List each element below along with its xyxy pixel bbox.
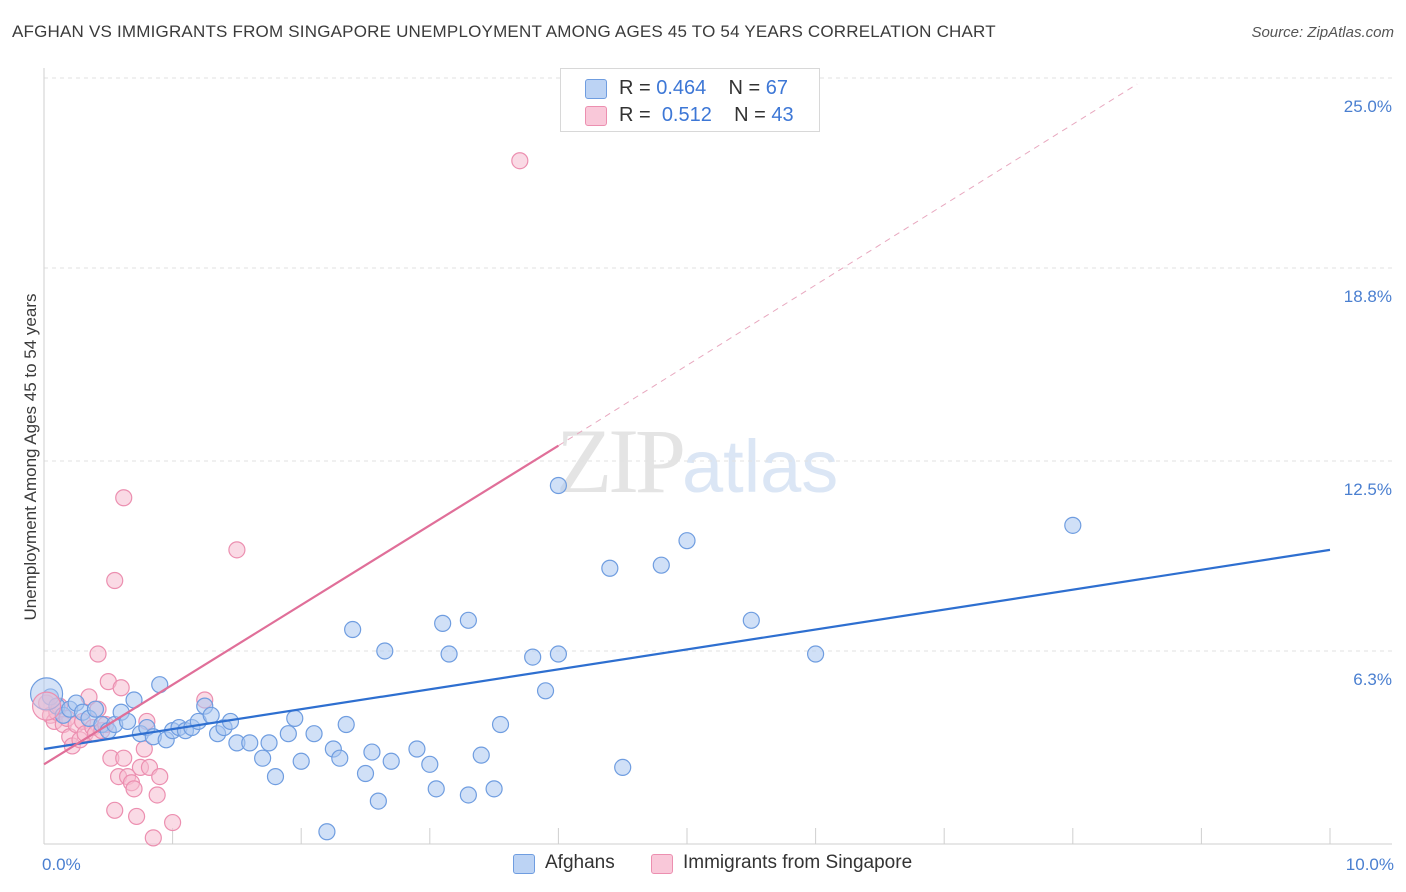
y-tick-label: 12.5%: [1344, 480, 1392, 499]
point-afghans: [434, 614, 452, 632]
point-singapore: [89, 645, 107, 663]
legend-swatch-singapore: [651, 854, 673, 874]
point-afghans: [376, 642, 394, 660]
point-afghans: [344, 620, 362, 639]
point-afghans: [459, 611, 477, 629]
point-singapore: [127, 807, 146, 826]
point-afghans: [202, 706, 220, 724]
point-afghans: [427, 780, 445, 798]
point-singapore: [511, 152, 529, 170]
point-afghans: [86, 700, 105, 718]
x-tick-label: 0.0%: [42, 855, 81, 874]
point-afghans: [536, 682, 555, 700]
point-singapore: [112, 679, 130, 697]
point-afghans: [1064, 516, 1082, 534]
points-layer: [29, 152, 1331, 847]
point-afghans: [241, 734, 259, 752]
point-afghans: [742, 611, 760, 629]
point-afghans: [305, 725, 323, 743]
trend-line-singapore: [43, 444, 559, 766]
legend-swatch-afghans: [585, 79, 607, 99]
point-afghans: [266, 767, 285, 786]
point-singapore: [125, 780, 143, 798]
point-afghans: [806, 645, 825, 663]
legend-r-label: R =: [619, 77, 651, 99]
point-singapore: [106, 571, 124, 590]
axis-layer: [43, 68, 1392, 845]
tick-label-layer: 6.3% 12.5% 18.8% 25.0% 0.0% 10.0%: [42, 97, 1394, 874]
point-afghans: [652, 556, 670, 574]
point-afghans: [421, 755, 439, 773]
y-tick-label: 6.3%: [1353, 670, 1392, 689]
point-afghans: [331, 749, 349, 767]
point-singapore: [148, 786, 166, 804]
legend-r-value: 0.512: [661, 104, 712, 126]
trend-line-afghans: [43, 548, 1331, 751]
point-singapore: [164, 813, 182, 832]
point-afghans: [292, 752, 310, 770]
legend-r-label: R =: [619, 104, 651, 126]
point-afghans: [485, 780, 503, 798]
trend-line-singapore-extension: [558, 83, 1138, 447]
point-afghans: [363, 743, 381, 761]
point-singapore-cluster: [31, 691, 62, 721]
point-afghans: [382, 752, 400, 770]
trend-layer: [558, 83, 1138, 447]
point-afghans: [337, 715, 355, 734]
legend-n-value: 67: [765, 77, 789, 99]
point-singapore: [115, 749, 133, 767]
x-tick-label: 10.0%: [1346, 855, 1394, 874]
legend-label-afghans: Afghans: [545, 852, 615, 873]
point-afghans: [549, 645, 568, 663]
legend-r-value: 0.464: [656, 77, 707, 99]
point-afghans: [254, 749, 272, 767]
point-singapore: [151, 767, 169, 786]
point-afghans: [369, 792, 387, 810]
legend-swatch-singapore: [585, 106, 607, 126]
legend-n-label: N =: [734, 104, 766, 126]
point-afghans: [286, 709, 304, 727]
point-afghans: [318, 823, 336, 841]
legend-label-singapore: Immigrants from Singapore: [683, 852, 913, 873]
point-afghans: [472, 746, 490, 764]
point-afghans: [614, 758, 632, 777]
stats-legend: R = 0.464 N = 67 R = 0.512 N = 43: [560, 68, 820, 132]
y-tick-label: 18.8%: [1344, 287, 1392, 306]
series-legend: Afghans Immigrants from Singapore: [0, 850, 1406, 880]
point-afghans: [440, 645, 458, 663]
legend-n-label: N =: [728, 77, 761, 99]
point-afghans: [408, 740, 426, 758]
point-singapore: [115, 489, 133, 507]
point-afghans: [356, 764, 375, 783]
point-afghans: [678, 532, 696, 550]
point-afghans: [601, 559, 619, 577]
point-afghans: [279, 725, 297, 743]
point-afghans: [524, 648, 542, 666]
point-singapore: [228, 541, 246, 559]
point-afghans: [459, 786, 477, 804]
point-singapore: [144, 829, 162, 847]
point-afghans: [549, 476, 568, 495]
chart-title: AFGHAN VS IMMIGRANTS FROM SINGAPORE UNEM…: [12, 22, 996, 41]
source-label: Source: ZipAtlas.com: [1251, 24, 1394, 41]
point-singapore: [106, 801, 124, 819]
grid-layer: [44, 77, 1392, 652]
point-afghans: [491, 715, 510, 734]
point-afghans: [260, 734, 278, 752]
y-tick-label: 25.0%: [1344, 97, 1392, 116]
legend-swatch-afghans: [513, 854, 535, 874]
legend-n-value: 43: [771, 104, 794, 126]
